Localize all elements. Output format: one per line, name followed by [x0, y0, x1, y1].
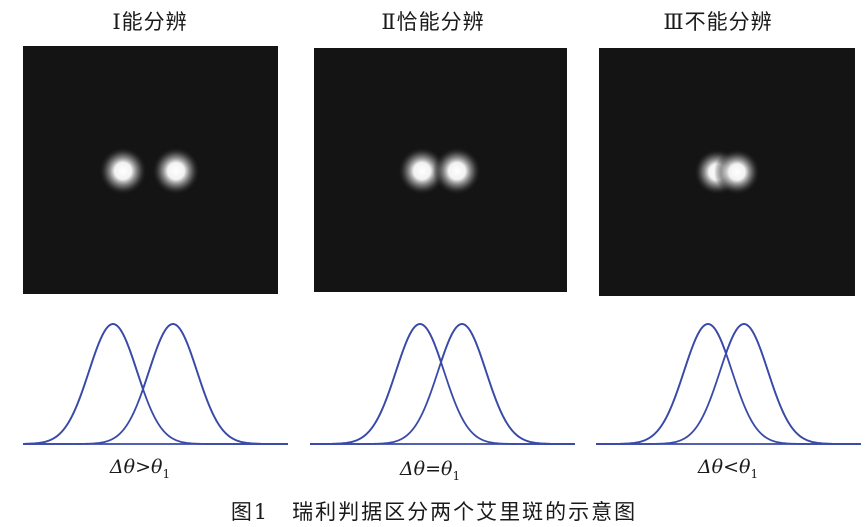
figure-caption: 图1 瑞利判据区分两个艾里斑的示意图: [230, 500, 638, 524]
theta: θ: [739, 456, 751, 478]
theta-subscript: 1: [452, 468, 461, 483]
delta-theta: Δθ: [697, 456, 724, 478]
condition-label-2: Δθ=θ1: [370, 458, 490, 483]
intensity-curve-right: [23, 323, 288, 445]
intensity-curve-right: [596, 323, 861, 445]
delta-theta: Δθ: [109, 456, 136, 478]
airy-spot-right: [433, 147, 481, 195]
intensity-curve-sum: [23, 323, 288, 445]
relation: <: [723, 456, 739, 478]
panel-title-1: Ⅰ能分辨: [112, 10, 188, 34]
theta-subscript: 1: [750, 466, 759, 481]
intensity-curves-unresolved: [596, 300, 861, 450]
airy-spots-image-just-resolved: [314, 48, 567, 292]
airy-spots-image-resolved: [23, 46, 278, 294]
intensity-curve-sum: [596, 323, 861, 445]
relation: =: [425, 458, 441, 480]
delta-theta: Δθ: [399, 458, 426, 480]
relation: >: [135, 456, 151, 478]
theta: θ: [441, 458, 453, 480]
condition-label-3: Δθ<θ1: [668, 456, 788, 481]
intensity-curve-sum: [310, 323, 575, 445]
intensity-curve-left: [596, 323, 861, 445]
intensity-curve-right: [310, 323, 575, 445]
panel-title-3: Ⅲ不能分辨: [663, 10, 773, 34]
airy-spot-right: [714, 149, 760, 195]
airy-spot-left: [398, 147, 446, 195]
intensity-curve-left: [23, 323, 288, 445]
airy-spot-left: [99, 147, 147, 195]
intensity-curves-just-resolved: [310, 300, 575, 450]
airy-spots-image-unresolved: [599, 48, 855, 296]
condition-label-1: Δθ>θ1: [80, 456, 200, 481]
theta-subscript: 1: [162, 466, 171, 481]
intensity-curve-left: [310, 323, 575, 445]
airy-spot-right: [152, 147, 200, 195]
intensity-curves-resolved: [23, 300, 288, 450]
theta: θ: [151, 456, 163, 478]
panel-title-2: Ⅱ恰能分辨: [381, 10, 485, 34]
